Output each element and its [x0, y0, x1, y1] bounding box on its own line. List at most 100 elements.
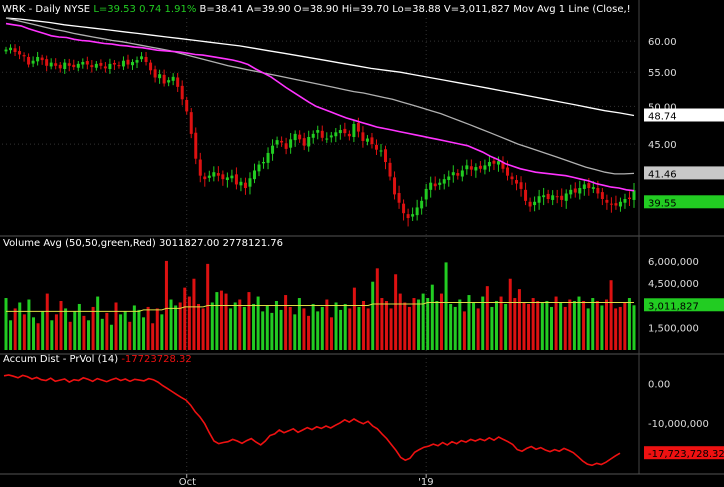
accum-dist-panel[interactable] — [3, 374, 621, 467]
candle-body — [501, 162, 505, 169]
candle-body — [487, 162, 491, 167]
candle-body — [243, 182, 247, 189]
candle-body — [510, 176, 514, 180]
candle-body — [298, 134, 302, 140]
volume-bar — [545, 301, 549, 350]
volume-bar — [357, 306, 361, 350]
candle-body — [361, 132, 365, 141]
candle-body — [140, 56, 144, 60]
volume-panel[interactable] — [4, 260, 636, 350]
volume-bar — [187, 296, 191, 350]
volume-bar — [394, 274, 398, 350]
candle-body — [72, 64, 76, 68]
volume-bar — [279, 309, 283, 350]
candle-body — [126, 59, 130, 65]
volume-bar — [215, 292, 219, 350]
volume-bar — [600, 305, 604, 350]
volume-bar — [536, 301, 540, 350]
candle-body — [505, 167, 509, 176]
candle-body — [519, 182, 523, 189]
volume-bar — [233, 302, 237, 350]
volume-bar — [178, 302, 182, 350]
volume-bar — [201, 308, 205, 350]
volume-bar — [352, 287, 356, 350]
volume-bar — [229, 308, 233, 350]
last-price-badge: 39.55 — [648, 198, 677, 209]
candle-body — [22, 55, 26, 57]
volume-bar — [325, 299, 329, 350]
candle-body — [158, 74, 162, 79]
candle-body — [343, 128, 347, 134]
candle-body — [460, 170, 464, 177]
volume-bar — [206, 263, 210, 350]
candle-body — [31, 60, 35, 64]
volume-bar — [595, 301, 599, 350]
candle-body — [18, 51, 22, 55]
accum-title-line: Accum Dist - PrVol (14) -17723728.32 — [3, 354, 192, 365]
candle-body — [551, 195, 555, 200]
volume-bar — [513, 298, 517, 350]
x-tick-label: Oct — [179, 477, 196, 487]
candle-body — [388, 162, 392, 177]
candle-body — [307, 136, 311, 147]
volume-bar — [274, 301, 278, 350]
volume-bar — [531, 298, 535, 350]
volume-bar — [380, 298, 384, 350]
volume-bar — [36, 323, 40, 350]
candle-body — [564, 193, 568, 201]
candle-body — [280, 140, 284, 143]
volume-bar — [609, 280, 613, 350]
volume-bar — [114, 302, 118, 350]
volume-bar — [293, 314, 297, 350]
volume-bar — [348, 308, 352, 350]
volume-bar — [449, 303, 453, 350]
candle-body — [537, 196, 541, 203]
candle-body — [420, 200, 424, 209]
volume-bar — [389, 308, 393, 350]
ma100-price-badge: 41.46 — [648, 169, 677, 180]
volume-bar — [614, 308, 618, 350]
header-volume: V=3,011,827 — [444, 4, 510, 15]
volume-tick-label: 1,500,000 — [648, 324, 699, 335]
header-line: WRK - Daily NYSE L=39.53 0.74 1.91% B=38… — [2, 4, 631, 15]
volume-bar — [462, 311, 466, 350]
candle-body — [605, 199, 609, 203]
candle-body — [614, 203, 618, 206]
volume-bar — [316, 311, 320, 350]
volume-bar — [421, 293, 425, 350]
candle-body — [262, 162, 266, 164]
price-panel[interactable] — [4, 17, 636, 227]
volume-bar — [265, 305, 269, 350]
accum-value: -17723728.32 — [121, 354, 191, 365]
candle-body — [379, 150, 383, 152]
ma200-price-badge-bg — [644, 108, 724, 122]
volume-bar — [45, 293, 49, 350]
candle-body — [483, 165, 487, 170]
candle-body — [63, 62, 67, 70]
volume-tick-label: 4,500,000 — [648, 279, 699, 290]
candle-body — [112, 62, 116, 65]
candle-body — [429, 182, 433, 190]
candle-body — [356, 122, 360, 132]
volume-bar — [504, 303, 508, 350]
x-axis-labels: Oct '19 — [179, 474, 434, 487]
grid-lines — [0, 0, 724, 475]
volume-bar — [132, 305, 136, 350]
volume-bar — [586, 308, 590, 350]
header-high: Hi=39.70 — [342, 4, 389, 15]
candle-body — [609, 203, 613, 205]
candle-body — [415, 207, 419, 216]
candle-body — [144, 56, 148, 62]
candle-body — [555, 196, 559, 198]
candle-body — [596, 188, 600, 194]
volume-title-line: Volume Avg (50,50,green,Red) 3011827.00 … — [3, 238, 283, 249]
candle-body — [515, 180, 519, 184]
candle-body — [275, 140, 279, 145]
candle-body — [492, 160, 496, 164]
candle-body — [334, 132, 338, 137]
volume-bar — [119, 314, 123, 350]
volume-bar — [142, 317, 146, 350]
candle-body — [623, 198, 627, 203]
candle-body — [234, 174, 238, 185]
